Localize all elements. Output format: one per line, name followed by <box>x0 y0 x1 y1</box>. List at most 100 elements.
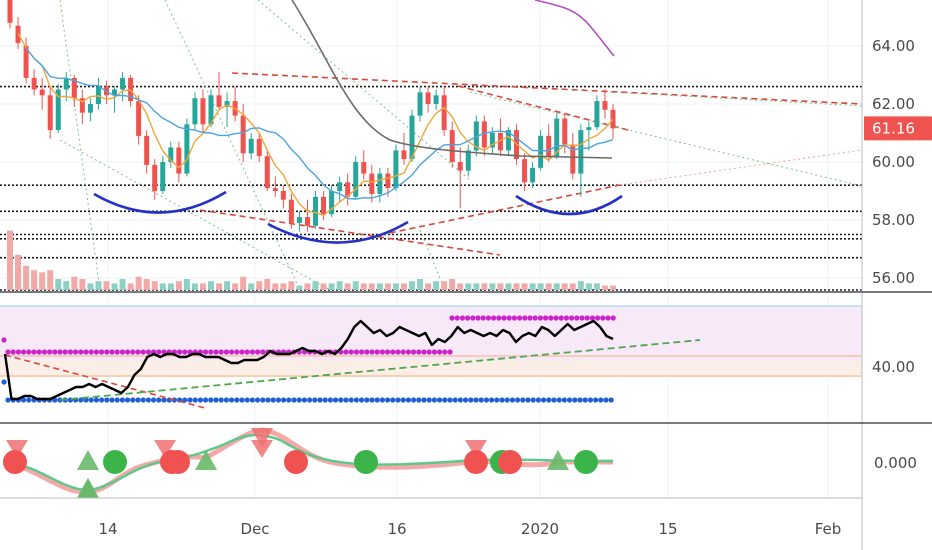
time-tick-label: 16 <box>387 520 406 538</box>
volume-bar <box>79 279 86 290</box>
upper-band-dot <box>145 349 151 355</box>
volume-bar <box>352 281 359 290</box>
upper-band-dot <box>156 349 162 355</box>
upper-band-dot <box>574 315 580 321</box>
ma-slow <box>291 0 613 159</box>
upper-band-dot <box>1 337 7 343</box>
lower-band-dot <box>468 397 474 403</box>
candle-body <box>39 89 45 96</box>
upper-band-dot <box>527 315 533 321</box>
fan-line <box>419 229 446 291</box>
lower-band-dot <box>369 397 375 403</box>
upper-band-dot <box>229 349 235 355</box>
lower-band-dot <box>270 397 276 403</box>
upper-band-dot <box>537 315 544 321</box>
candle-body <box>586 127 592 131</box>
lower-band-dot <box>99 397 105 403</box>
candle-body <box>240 115 246 154</box>
lower-band-dot <box>234 397 240 403</box>
upper-band-dot <box>400 349 406 355</box>
lower-band-dot <box>187 397 193 403</box>
upper-band-dot <box>244 349 250 355</box>
momentum-marker-bear <box>284 450 308 474</box>
volume-bar <box>183 279 190 290</box>
lower-band-dot <box>416 397 422 403</box>
volume-bar <box>240 276 247 290</box>
lower-band-dot <box>343 397 349 403</box>
volume-bar <box>232 283 239 290</box>
upper-band-dot <box>421 349 427 355</box>
lower-band-dot <box>364 397 370 403</box>
candle-body <box>63 77 69 90</box>
momentum-arrow-down <box>251 428 273 448</box>
candle-body <box>329 191 335 215</box>
upper-band-dot <box>104 349 110 355</box>
ma-fast <box>17 32 614 217</box>
candle-body <box>481 121 487 148</box>
candle-body <box>353 162 359 197</box>
upper-band-dot <box>511 315 517 321</box>
lower-band-dot <box>535 397 542 403</box>
candle-body <box>136 101 142 136</box>
volume-bars <box>7 230 616 290</box>
rounded-bottom-arcs <box>93 190 623 244</box>
upper-band-dot <box>390 349 396 355</box>
candle-body <box>47 95 53 131</box>
lower-band-dot <box>541 397 547 403</box>
candle-body <box>79 98 85 113</box>
candle-body <box>168 147 174 162</box>
upper-band-dot <box>99 349 105 355</box>
candle-body <box>337 182 343 191</box>
momentum-arrow-down <box>6 440 28 458</box>
candle-body <box>192 98 198 125</box>
lower-band-dot <box>405 397 411 403</box>
upper-band-dot <box>21 349 27 355</box>
candle-body <box>120 77 126 90</box>
lower-band-dot <box>1 379 7 385</box>
lower-band-dot <box>291 397 297 403</box>
candle-body <box>87 104 93 113</box>
upper-band-dot <box>584 315 590 321</box>
oscillator-line <box>3 319 614 401</box>
candle-body <box>361 162 367 174</box>
candle-body <box>409 115 415 160</box>
volume-bar <box>593 283 600 290</box>
upper-band-dot <box>553 315 559 321</box>
upper-band-dot <box>600 315 606 321</box>
time-tick-label: Dec <box>240 520 269 538</box>
upper-band-dot <box>506 315 512 321</box>
lower-band-dot <box>587 397 594 403</box>
lower-band-dot <box>5 397 11 403</box>
volume-bar <box>95 281 102 290</box>
volume-bar <box>409 281 415 290</box>
upper-band-dot <box>364 349 370 355</box>
candle-body <box>208 95 214 125</box>
volume-bar <box>63 281 70 290</box>
upper-band-dot <box>548 315 554 321</box>
volume-bar <box>304 283 311 290</box>
candle-body <box>272 188 278 191</box>
lower-band-dot <box>473 397 479 403</box>
upper-band-dot <box>130 349 136 355</box>
lower-band-dot <box>244 397 250 403</box>
upper-band-dot <box>5 349 11 355</box>
candle-body <box>216 95 222 107</box>
upper-band-dot <box>62 349 68 355</box>
volume-bar <box>505 283 512 290</box>
momentum-arrow-down <box>251 440 273 458</box>
upper-band-dot <box>218 349 224 355</box>
volume-bar <box>320 283 327 290</box>
volume-bar <box>384 283 391 290</box>
lower-band-dot <box>301 397 307 403</box>
volume-bar <box>248 283 255 290</box>
lower-band-dot <box>104 397 110 403</box>
upper-band-dot <box>15 349 21 355</box>
upper-band-dot <box>589 315 596 321</box>
time-tick-label: 2020 <box>521 520 559 538</box>
momentum-marker-bull <box>574 450 598 474</box>
candle-body <box>578 130 584 174</box>
upper-band-dot <box>67 349 73 355</box>
momentum-arrow-down <box>465 440 487 458</box>
upper-band-dot <box>437 349 443 355</box>
candle-body <box>200 98 206 125</box>
